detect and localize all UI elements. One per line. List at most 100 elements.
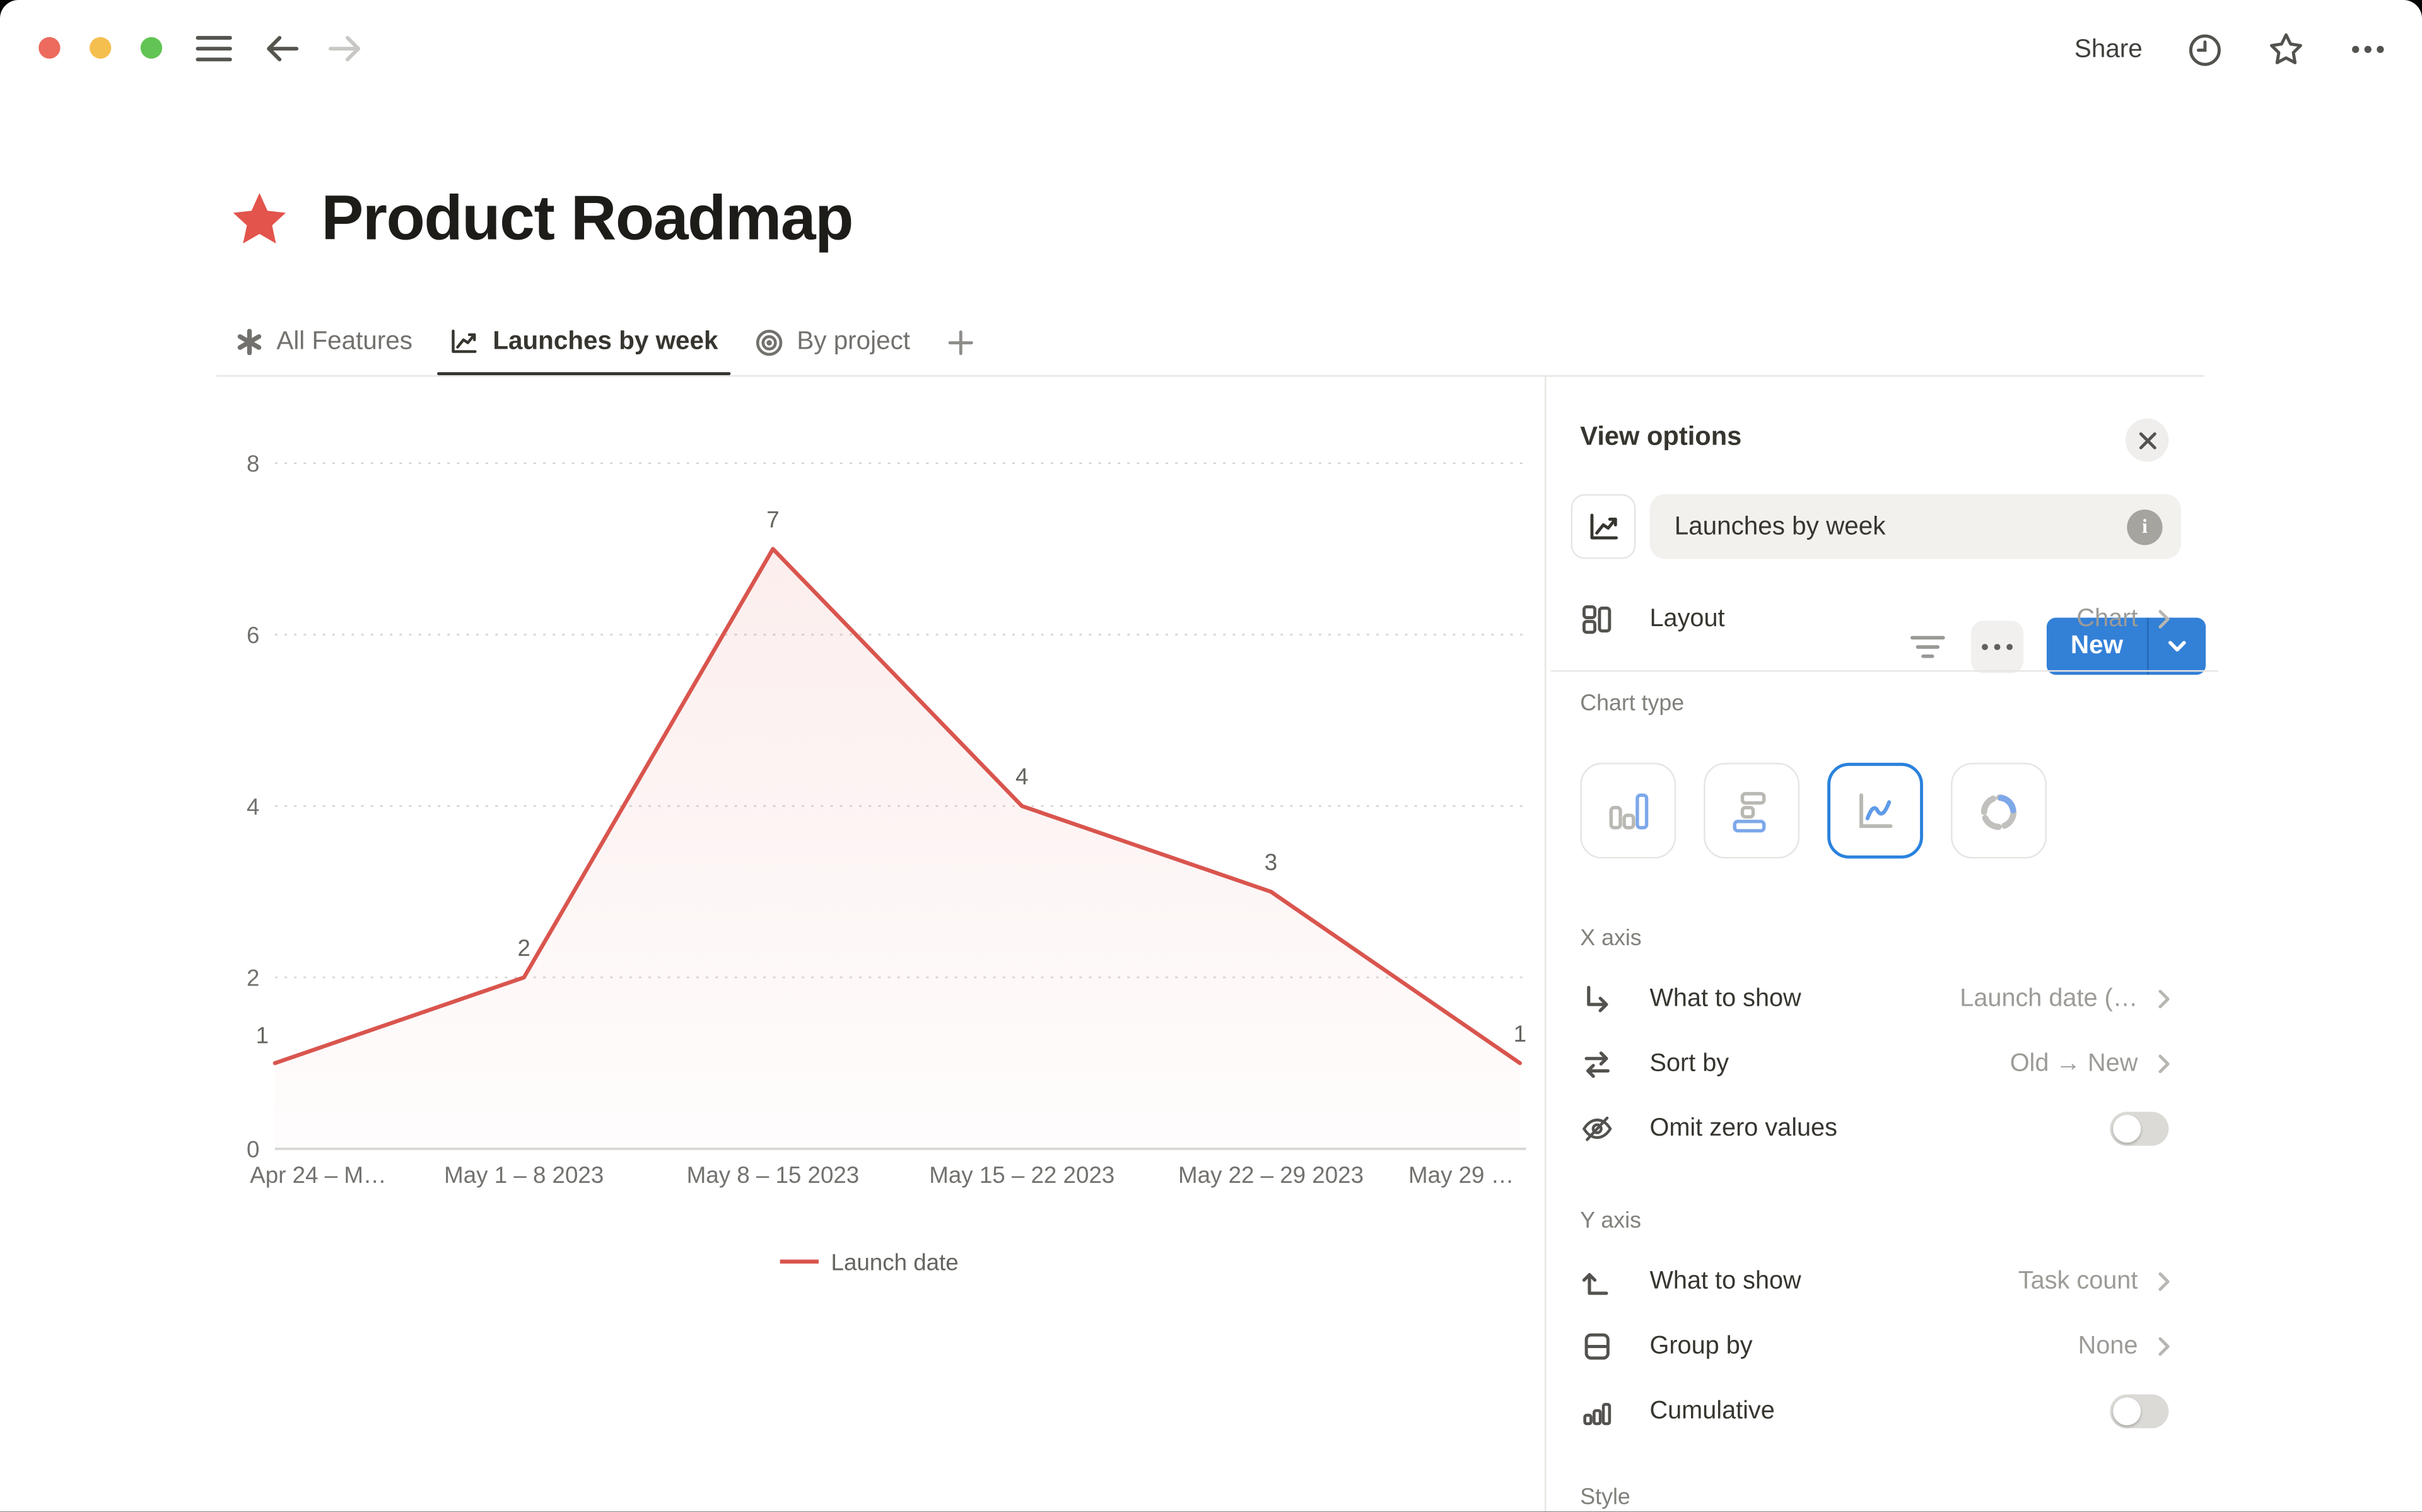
svg-text:2: 2 — [247, 965, 259, 991]
view-tabs: All Features Launches by week By project — [237, 309, 975, 376]
new-button-label[interactable]: New — [2070, 631, 2124, 660]
svg-text:Apr 24 – M…: Apr 24 – M… — [250, 1162, 386, 1188]
tab-label: By project — [797, 327, 911, 356]
chart-y-tick-labels: 0 2 4 6 8 — [247, 451, 259, 1162]
chevron-right-icon — [2155, 1271, 2173, 1293]
eye-off-icon — [1580, 1112, 1614, 1146]
new-button[interactable]: New — [2046, 617, 2206, 675]
row-value: Task count — [2018, 1267, 2138, 1295]
x-axis-section-label: X axis — [1580, 926, 1642, 951]
layout-row[interactable]: Layout Chart — [1545, 587, 2225, 652]
launches-chart: 0 2 4 6 8 1 2 7 4 3 1 Apr 24 – M… May 1 – 8 2023 Ma… — [247, 451, 1526, 1275]
chevron-right-icon — [2155, 1053, 2173, 1074]
row-label: Omit zero values — [1649, 1114, 1837, 1143]
chart-type-donut-button[interactable] — [1951, 762, 2047, 859]
chart-area-fill — [274, 549, 1520, 1149]
chart-type-options — [1580, 762, 2047, 859]
row-label: Sort by — [1649, 1049, 1729, 1078]
tabs-divider — [216, 374, 2204, 376]
view-name-value[interactable]: Launches by week — [1674, 511, 1886, 540]
svg-text:May 29 …: May 29 … — [1408, 1162, 1514, 1188]
svg-text:May 8 – 15 2023: May 8 – 15 2023 — [687, 1162, 860, 1188]
zoom-window-button[interactable] — [140, 37, 163, 59]
chart-data-labels: 1 2 7 4 3 1 — [256, 506, 1526, 1048]
legend-label: Launch date — [831, 1249, 959, 1275]
view-chart-icon — [1571, 494, 1636, 559]
y-what-to-show-row[interactable]: What to show Task count — [1545, 1249, 2225, 1314]
group-by-row[interactable]: Group by None — [1545, 1314, 2225, 1379]
y-axis-section-label: Y axis — [1580, 1209, 1642, 1234]
cumulative-row[interactable]: Cumulative — [1545, 1379, 2225, 1444]
target-icon — [755, 328, 783, 356]
sidebar-menu-icon[interactable] — [195, 30, 233, 68]
svg-text:1: 1 — [1514, 1021, 1526, 1047]
view-controls: New — [0, 309, 2422, 675]
split-rows-icon — [1580, 1330, 1614, 1364]
svg-text:1: 1 — [256, 1022, 269, 1048]
chart-x-tick-labels: Apr 24 – M… May 1 – 8 2023 May 8 – 15 2023… — [250, 1162, 1514, 1188]
panel-separator — [1550, 670, 2218, 672]
tab-launches-by-week[interactable]: Launches by week — [437, 309, 730, 376]
page-title: Product Roadmap — [321, 182, 853, 253]
tab-by-project[interactable]: By project — [755, 309, 910, 375]
omit-zero-values-row[interactable]: Omit zero values — [1545, 1096, 2225, 1161]
svg-text:4: 4 — [247, 794, 259, 820]
info-icon[interactable]: i — [2127, 508, 2163, 545]
more-options-icon[interactable] — [2349, 31, 2387, 68]
row-value: Launch date (… — [1960, 984, 2138, 1013]
row-label: Group by — [1649, 1332, 1753, 1360]
view-name-input[interactable]: Launches by week i — [1649, 494, 2181, 559]
sort-by-row[interactable]: Sort by Old → New — [1545, 1032, 2225, 1096]
share-button[interactable]: Share — [2074, 35, 2143, 63]
arrow-turn-up-icon — [1580, 1265, 1614, 1299]
close-icon[interactable] — [2125, 418, 2169, 462]
arrow-turn-right-icon — [1580, 982, 1614, 1016]
svg-text:3: 3 — [1265, 849, 1277, 875]
row-value: Old → New — [2010, 1049, 2138, 1078]
favorite-star-icon[interactable] — [2267, 31, 2305, 68]
asterisk-icon — [237, 329, 263, 356]
sort-arrows-icon — [1580, 1047, 1614, 1081]
view-more-button[interactable] — [1970, 620, 2024, 673]
back-icon[interactable] — [262, 30, 301, 68]
tab-label: All Features — [276, 327, 412, 356]
line-chart-icon — [450, 327, 479, 357]
window-controls — [38, 37, 163, 59]
chart-legend: Launch date — [780, 1249, 959, 1275]
page-icon-star[interactable] — [228, 188, 290, 250]
svg-text:May 22 – 29 2023: May 22 – 29 2023 — [1178, 1162, 1364, 1188]
close-window-button[interactable] — [38, 37, 61, 59]
chart-type-horizontal-bar-button[interactable] — [1704, 762, 1800, 859]
row-value: None — [2078, 1332, 2138, 1360]
mini-bars-icon — [1580, 1394, 1614, 1428]
chart-type-vertical-bar-button[interactable] — [1580, 762, 1676, 859]
x-what-to-show-row[interactable]: What to show Launch date (… — [1545, 967, 2225, 1032]
chart-type-section-label: Chart type — [1580, 692, 1685, 717]
add-view-plus-icon[interactable] — [947, 328, 975, 356]
page-header: Product Roadmap — [228, 182, 854, 255]
chart-line — [272, 547, 1522, 1066]
chevron-right-icon — [2155, 1335, 2173, 1357]
svg-text:8: 8 — [247, 451, 259, 477]
panel-title: View options — [1580, 421, 1742, 451]
history-clock-icon[interactable] — [2187, 32, 2223, 67]
minimize-window-button[interactable] — [90, 37, 112, 59]
tab-label: Launches by week — [493, 327, 718, 356]
cumulative-toggle[interactable] — [2110, 1394, 2169, 1429]
new-button-divider — [2147, 617, 2149, 675]
filter-icon[interactable] — [1909, 629, 1946, 673]
layout-icon — [1580, 602, 1614, 636]
svg-text:0: 0 — [247, 1137, 259, 1163]
chart-type-line-button[interactable] — [1827, 762, 1923, 859]
svg-text:May 1 – 8 2023: May 1 – 8 2023 — [444, 1162, 604, 1188]
omit-zero-toggle[interactable] — [2110, 1112, 2169, 1146]
svg-text:7: 7 — [766, 506, 779, 532]
chevron-right-icon — [2155, 608, 2173, 630]
chevron-down-icon[interactable] — [2149, 618, 2206, 675]
row-label: What to show — [1649, 984, 1801, 1013]
svg-text:4: 4 — [1015, 764, 1028, 789]
tab-all-features[interactable]: All Features — [237, 309, 412, 375]
chevron-right-icon — [2155, 988, 2173, 1009]
